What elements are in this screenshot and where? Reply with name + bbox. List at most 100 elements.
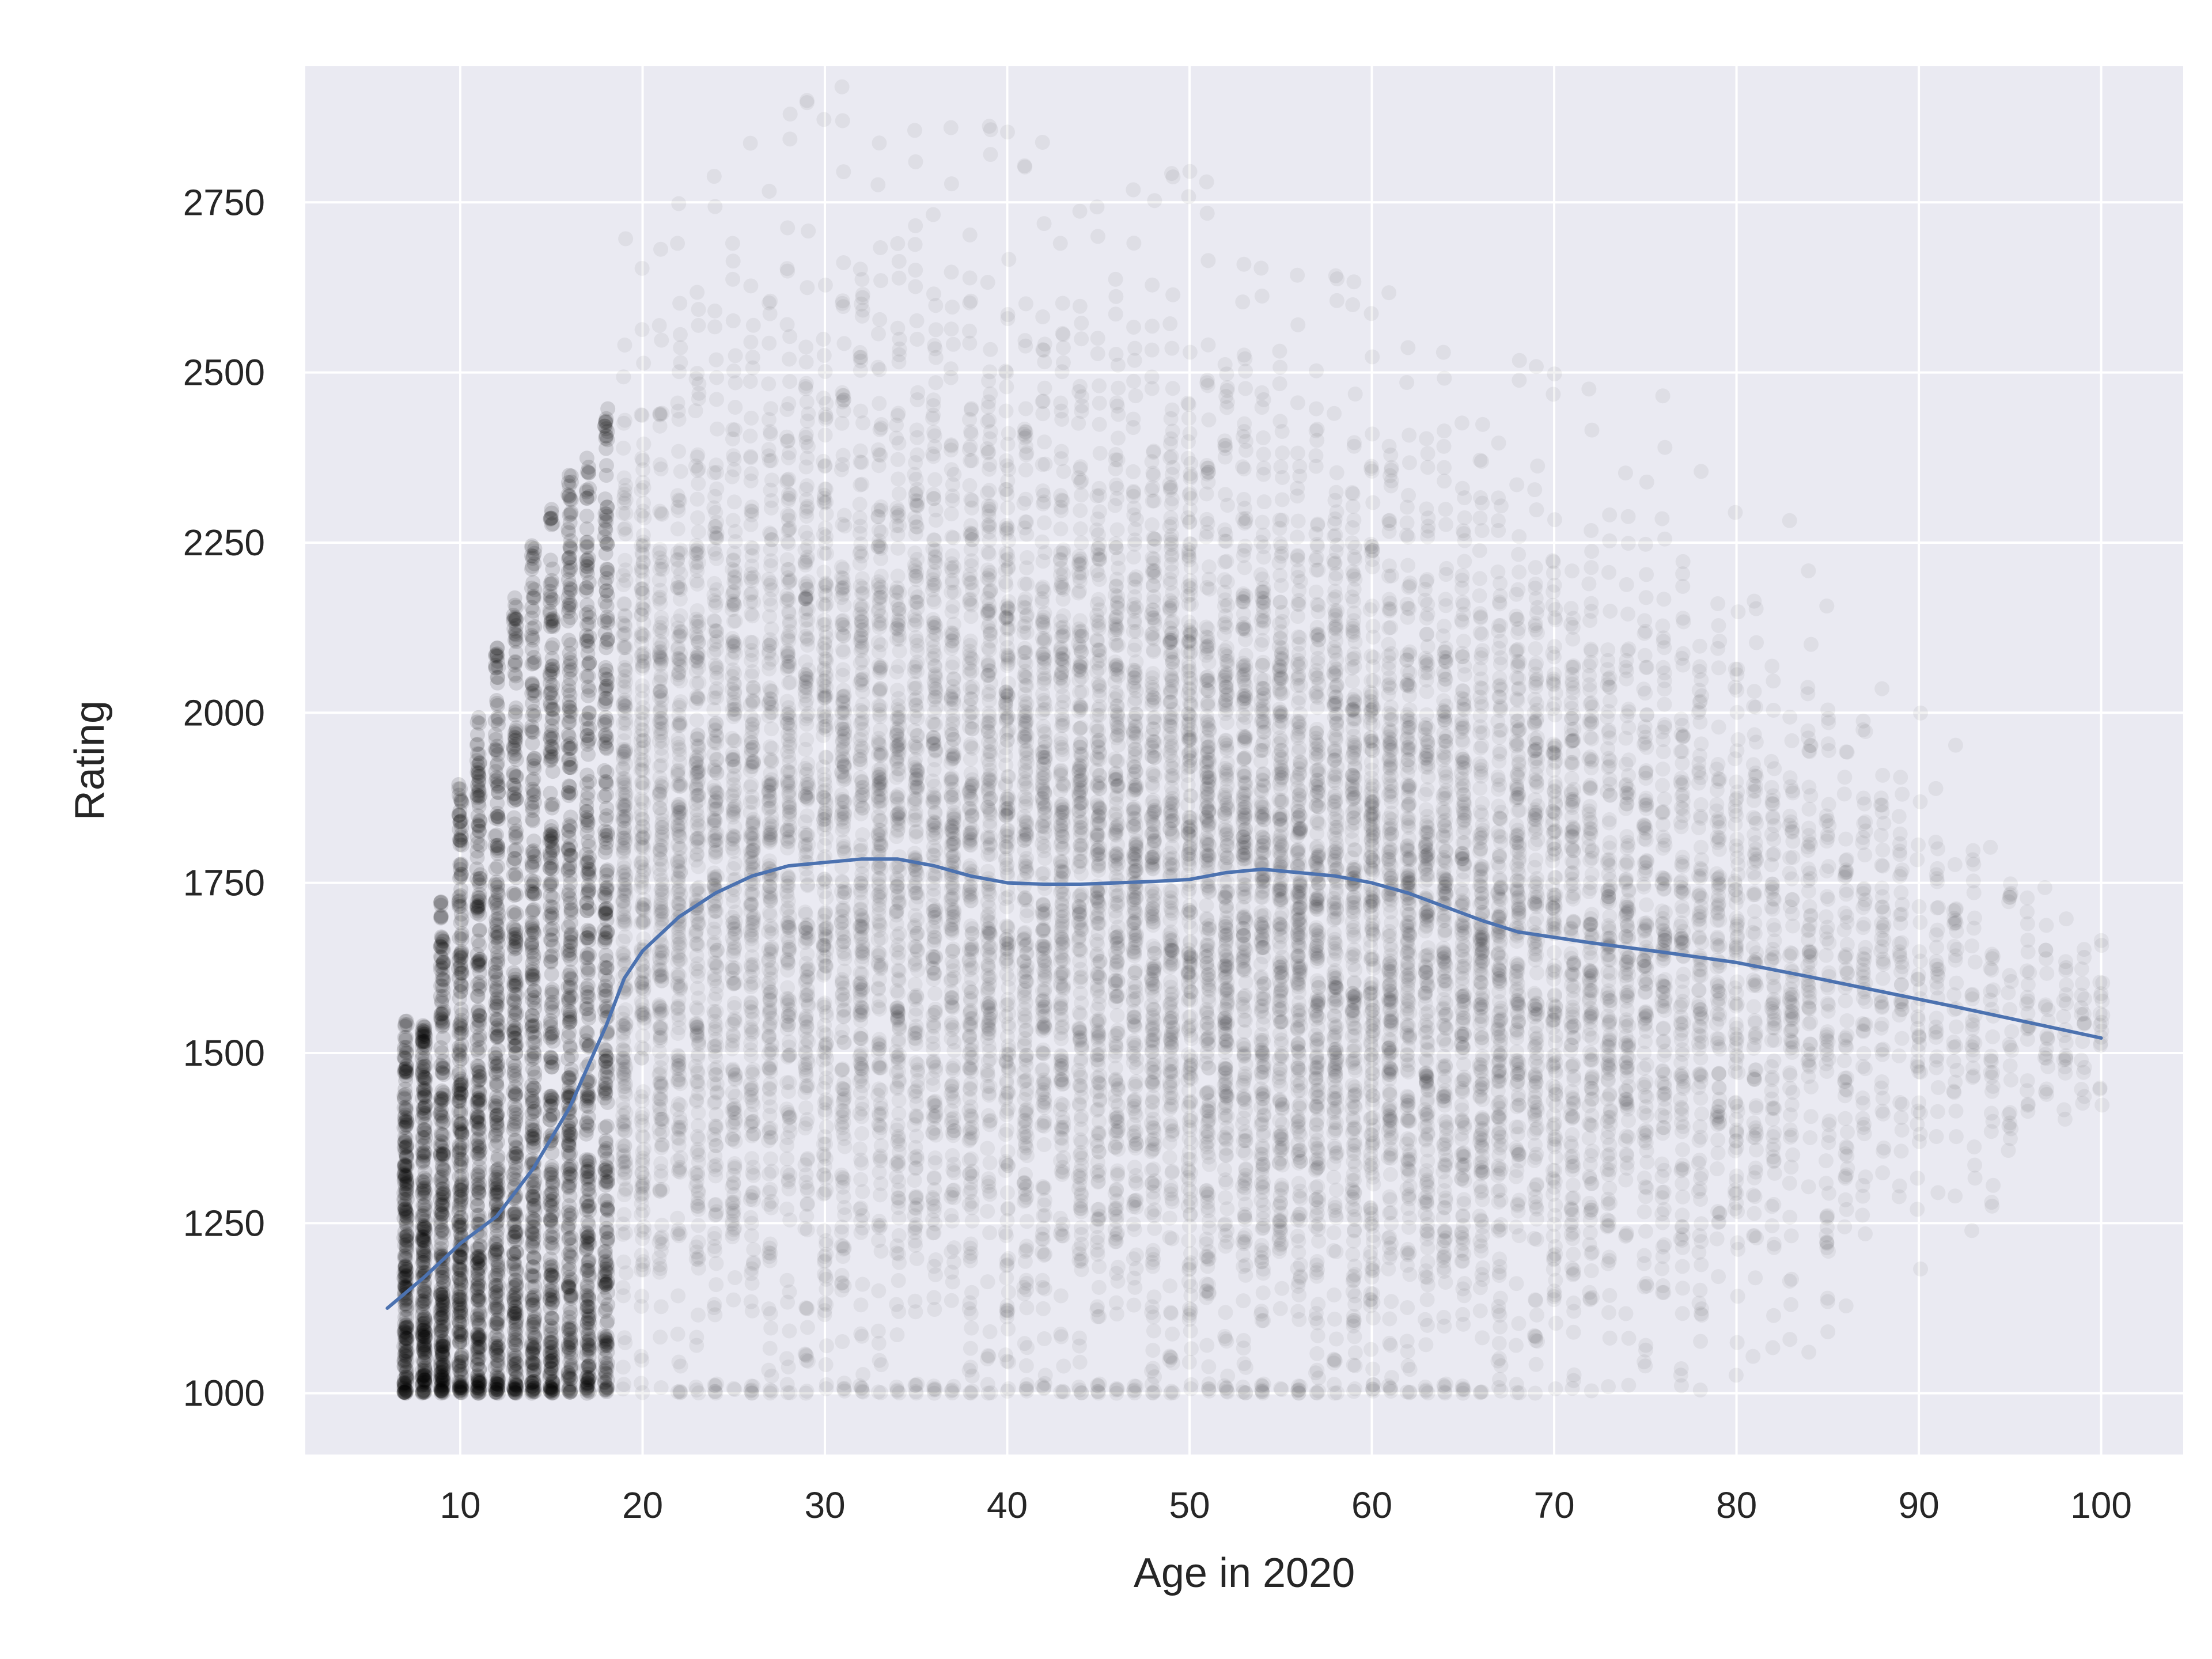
scatter-point: [416, 1219, 432, 1234]
scatter-point: [416, 1385, 432, 1400]
scatter-point: [636, 436, 652, 452]
scatter-point: [417, 1372, 433, 1388]
scatter-point: [397, 1302, 413, 1317]
scatter-point: [416, 1175, 431, 1190]
scatter-point: [599, 680, 614, 696]
scatter-point: [597, 922, 612, 938]
scatter-point: [709, 735, 725, 751]
scatter-point: [397, 1158, 412, 1174]
scatter-point: [509, 1264, 524, 1279]
scatter-point: [417, 1294, 433, 1310]
scatter-point: [415, 1018, 431, 1033]
scatter-point: [415, 1211, 430, 1227]
scatter-point: [416, 1380, 431, 1395]
scatter-point: [743, 517, 759, 532]
scatter-point: [654, 1217, 670, 1233]
scatter-point: [469, 1271, 484, 1287]
scatter-point: [710, 421, 725, 437]
scatter-point: [396, 1166, 412, 1181]
scatter-point: [415, 1249, 431, 1265]
scatter-point: [744, 1151, 760, 1166]
scatter-point: [524, 878, 539, 894]
scatter-point: [418, 1264, 433, 1280]
scatter-point: [398, 1296, 414, 1312]
scatter-point: [544, 640, 559, 656]
scatter-point: [488, 1278, 503, 1293]
scatter-point: [562, 1368, 578, 1383]
scatter-point: [397, 1144, 413, 1160]
scatter-point: [598, 1054, 613, 1069]
scatter-point: [652, 786, 667, 802]
scatter-point: [762, 424, 778, 440]
scatter-point: [415, 1034, 431, 1050]
scatter-point: [415, 1027, 430, 1043]
scatter-point: [688, 1000, 704, 1016]
scatter-point: [417, 1286, 433, 1301]
scatter-point: [543, 732, 558, 747]
scatter-point: [597, 789, 612, 804]
scatter-point: [416, 1293, 431, 1308]
scatter-point: [399, 1139, 414, 1155]
scatter-point: [507, 1204, 523, 1219]
scatter-point: [507, 825, 523, 841]
scatter-point: [597, 1244, 612, 1260]
scatter-point: [525, 1141, 541, 1156]
scatter-point: [397, 1162, 413, 1177]
scatter-point: [434, 1083, 450, 1099]
scatter-point: [418, 1350, 433, 1366]
scatter-point: [653, 1183, 668, 1199]
scatter-point: [416, 1101, 431, 1116]
scatter-point: [579, 558, 594, 574]
scatter-point: [562, 488, 577, 503]
scatter-point: [416, 1181, 431, 1196]
scatter-point: [670, 395, 685, 411]
scatter-point: [673, 340, 688, 355]
scatter-point: [671, 196, 687, 211]
scatter-point: [397, 1157, 413, 1173]
scatter-point: [418, 1291, 433, 1306]
scatter-point: [434, 1359, 449, 1374]
scatter-point: [469, 1041, 485, 1057]
scatter-point: [417, 1033, 433, 1049]
scatter-point: [417, 1081, 433, 1096]
scatter-point: [598, 1162, 613, 1177]
scatter-point: [706, 833, 722, 849]
scatter-point: [545, 1106, 560, 1122]
scatter-point: [762, 453, 777, 468]
scatter-point: [728, 1134, 743, 1149]
scatter-point: [435, 1181, 450, 1196]
scatter-point: [452, 948, 467, 964]
scatter-point: [453, 813, 469, 828]
scatter-point: [399, 1149, 414, 1164]
scatter-point: [397, 1158, 413, 1173]
scatter-point: [414, 1110, 430, 1126]
scatter-point: [397, 1040, 412, 1055]
scatter-point: [579, 490, 594, 506]
scatter-point: [397, 1169, 413, 1184]
scatter-point: [454, 1007, 469, 1022]
scatter-point: [635, 900, 650, 916]
scatter-point: [508, 1021, 524, 1036]
scatter-point: [671, 444, 687, 459]
scatter-point: [415, 1385, 430, 1400]
scatter-point: [397, 1157, 412, 1172]
scatter-point: [416, 1190, 431, 1205]
scatter-point: [763, 918, 778, 934]
scatter-point: [415, 1218, 430, 1233]
scatter-point: [396, 1120, 412, 1135]
scatter-point: [579, 1303, 594, 1319]
scatter-point: [434, 1019, 450, 1035]
scatter-point: [487, 1236, 503, 1251]
scatter-point: [416, 1029, 431, 1044]
scatter-point: [745, 1067, 760, 1082]
scatter-point: [397, 1051, 412, 1066]
scatter-point: [453, 1077, 469, 1092]
scatter-point: [652, 649, 667, 664]
scatter-point: [600, 1372, 615, 1388]
scatter-point: [618, 492, 634, 507]
scatter-point: [761, 1046, 777, 1062]
scatter-point: [634, 716, 649, 732]
scatter-point: [433, 959, 448, 974]
scatter-point: [635, 1028, 650, 1044]
scatter-point: [416, 1198, 432, 1214]
